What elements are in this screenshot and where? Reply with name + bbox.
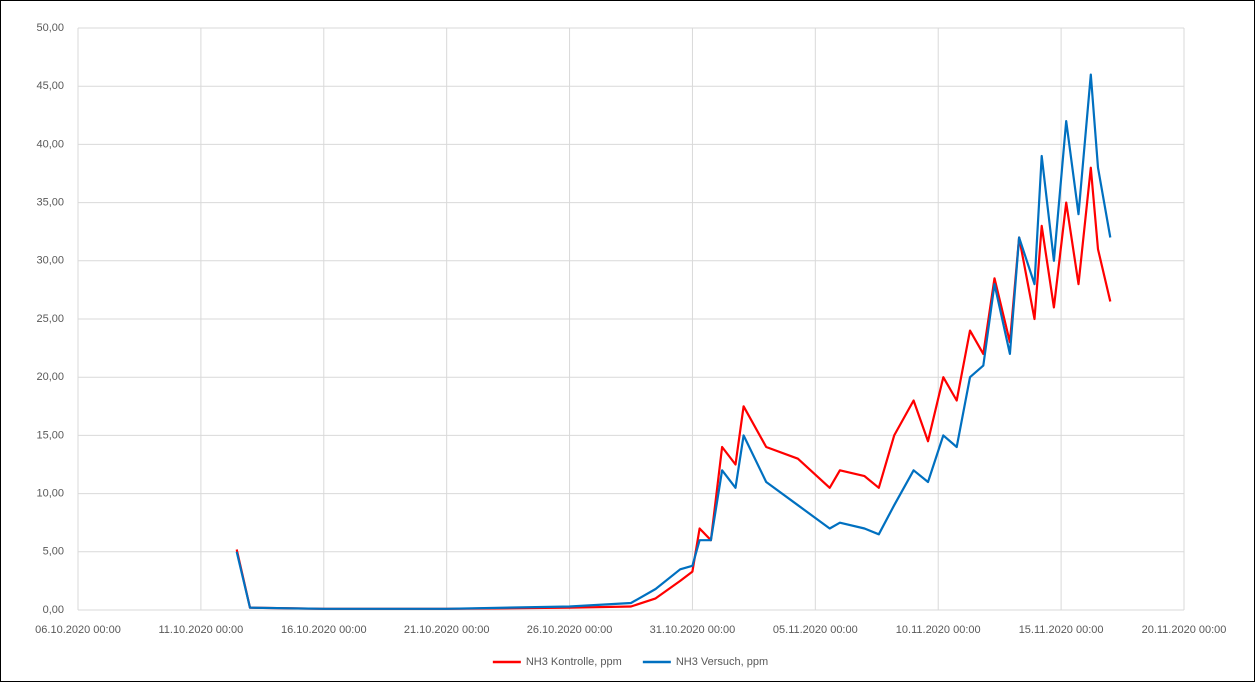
- x-tick-label: 16.10.2020 00:00: [281, 624, 367, 636]
- x-tick-label: 21.10.2020 00:00: [404, 624, 490, 636]
- y-tick-label: 40,00: [36, 138, 64, 150]
- x-tick-label: 20.11.2020 00:00: [1142, 624, 1227, 636]
- x-tick-label: 15.11.2020 00:00: [1019, 624, 1104, 636]
- data-line: [235, 73, 1112, 610]
- y-tick-label: 15,00: [36, 429, 64, 441]
- y-tick-label: 20,00: [36, 371, 64, 383]
- x-tick-label: 31.10.2020 00:00: [650, 624, 736, 636]
- y-tick-label: 50,00: [36, 22, 64, 34]
- legend-label: NH3 Versuch, ppm: [676, 656, 768, 668]
- y-tick-label: 25,00: [36, 313, 64, 325]
- x-tick-label: 26.10.2020 00:00: [527, 624, 613, 636]
- x-tick-label: 06.10.2020 00:00: [35, 624, 121, 636]
- x-tick-label: 05.11.2020 00:00: [773, 624, 858, 636]
- legend-label: NH3 Kontrolle, ppm: [526, 656, 622, 668]
- y-tick-label: 35,00: [36, 197, 64, 209]
- y-tick-label: 30,00: [36, 255, 64, 267]
- x-tick-label: 10.11.2020 00:00: [896, 624, 981, 636]
- y-tick-label: 10,00: [36, 488, 64, 500]
- data-line: [235, 166, 1112, 610]
- y-tick-label: 5,00: [43, 546, 64, 558]
- y-tick-label: 0,00: [43, 604, 64, 616]
- y-tick-label: 45,00: [36, 80, 64, 92]
- x-tick-label: 11.10.2020 00:00: [158, 624, 243, 636]
